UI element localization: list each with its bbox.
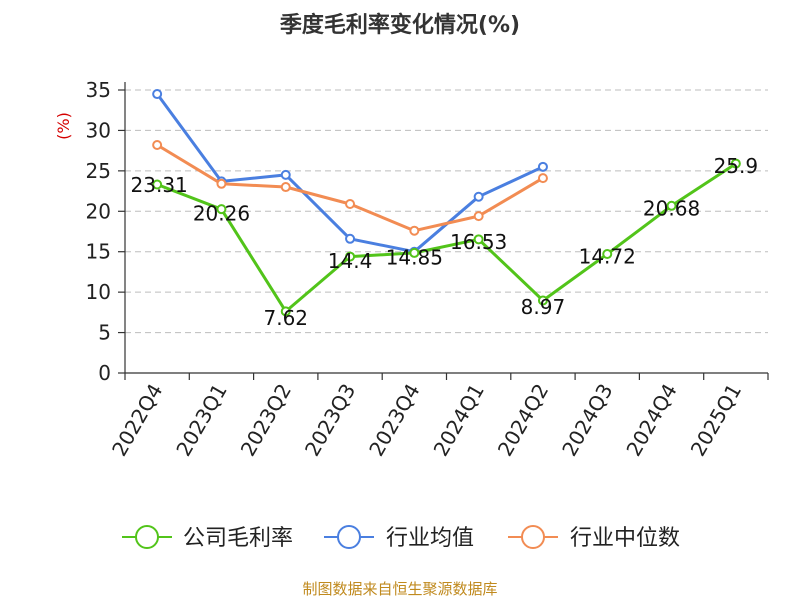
data-point (216, 178, 227, 189)
legend: 公司毛利率 行业均值 行业中位数 (122, 525, 680, 551)
y-tick-label: 35 (86, 78, 111, 102)
chart-title: 季度毛利率变化情况(%) (280, 12, 520, 38)
y-tick-label: 25 (86, 159, 111, 183)
x-tick-label: 2023Q3 (300, 380, 360, 461)
y-tick-label: 20 (86, 199, 111, 223)
data-point (473, 234, 484, 245)
data-point (537, 161, 548, 172)
data-label: 25.9 (714, 154, 759, 178)
data-point (602, 248, 613, 259)
data-point (730, 158, 741, 169)
legend-item: 公司毛利率 (122, 525, 293, 551)
data-point (409, 247, 420, 258)
x-tick-label: 2024Q1 (429, 380, 489, 461)
data-point (280, 169, 291, 180)
x-tick-label: 2022Q4 (107, 380, 167, 461)
data-point (473, 211, 484, 222)
x-tick-label: 2024Q2 (493, 380, 553, 461)
data-label: 8.97 (521, 295, 566, 319)
data-point (473, 191, 484, 202)
data-point (152, 89, 163, 100)
data-point (537, 173, 548, 184)
x-tick-label: 2023Q2 (236, 380, 296, 461)
data-label: 20.26 (193, 202, 250, 226)
data-point (216, 204, 227, 215)
x-tick-label: 2024Q3 (557, 380, 617, 461)
data-point (537, 295, 548, 306)
legend-swatch-marker (135, 525, 159, 549)
legend-swatch-marker (521, 525, 545, 549)
data-label: 14.4 (328, 249, 373, 273)
legend-label: 行业中位数 (570, 526, 680, 551)
data-label: 16.53 (450, 230, 507, 254)
data-point (666, 200, 677, 211)
data-point (280, 182, 291, 193)
data-point (409, 225, 420, 236)
data-point (152, 179, 163, 190)
y-tick-label: 0 (98, 361, 111, 385)
y-axis-label: (%) (54, 112, 73, 140)
x-tick-label: 2025Q1 (686, 380, 746, 461)
series-lines (152, 89, 741, 317)
x-tick-label: 2023Q1 (171, 380, 231, 461)
series-line (155, 93, 544, 254)
data-point (345, 199, 356, 210)
y-tick-label: 15 (86, 240, 111, 264)
data-label: 20.68 (643, 196, 700, 220)
legend-label: 行业均值 (386, 526, 474, 551)
y-tick-label: 10 (86, 280, 111, 304)
data-label: 7.62 (263, 306, 308, 330)
legend-item: 行业均值 (324, 525, 474, 551)
legend-swatch-marker (337, 525, 361, 549)
data-point (345, 251, 356, 262)
y-tick-label: 30 (86, 118, 111, 142)
data-label: 14.85 (386, 245, 443, 269)
x-tick-label: 2024Q4 (621, 380, 681, 461)
data-point (345, 233, 356, 244)
x-tick-label: 2023Q4 (364, 380, 424, 461)
legend-item: 行业中位数 (508, 525, 680, 551)
data-point (152, 139, 163, 150)
y-tick-label: 5 (98, 321, 111, 345)
data-label: 14.72 (579, 244, 636, 268)
data-point (280, 306, 291, 317)
data-label: 23.31 (131, 173, 188, 197)
legend-label: 公司毛利率 (183, 526, 293, 551)
series-line (156, 162, 737, 313)
source-note: 制图数据来自恒生聚源数据库 (302, 580, 497, 598)
gridlines (125, 89, 768, 334)
